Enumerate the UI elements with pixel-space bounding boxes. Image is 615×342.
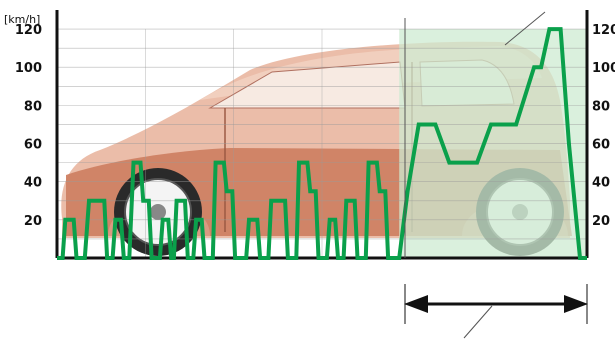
y-tick-label-left: 120 <box>15 23 42 38</box>
y-tick-label-right: 80 <box>592 99 610 114</box>
callout-line-top <box>504 11 546 46</box>
gridlines <box>57 28 587 258</box>
y-tick-label-left: 80 <box>24 99 42 114</box>
callout-line-bottom <box>463 305 493 339</box>
y-tick-labels: 20 20 40 40 60 60 80 80 100 100 120 120 <box>15 23 615 229</box>
y-tick-label-right: 120 <box>592 23 615 38</box>
y-tick-label-right: 100 <box>592 61 615 76</box>
y-tick-label-right: 40 <box>592 176 610 191</box>
annotations <box>404 11 588 339</box>
y-axis-unit-label: [km/h] <box>4 13 40 26</box>
y-tick-label-left: 40 <box>24 176 42 191</box>
speed-series-line <box>57 27 587 260</box>
y-tick-label-left: 100 <box>15 61 42 76</box>
y-tick-label-left: 60 <box>24 138 42 153</box>
y-tick-label-right: 60 <box>592 138 610 153</box>
y-tick-label-left: 20 <box>24 214 42 229</box>
y-tick-label-right: 20 <box>592 214 610 229</box>
segment-arrow-head-right <box>564 295 588 313</box>
segment-arrow-head-left <box>404 295 428 313</box>
